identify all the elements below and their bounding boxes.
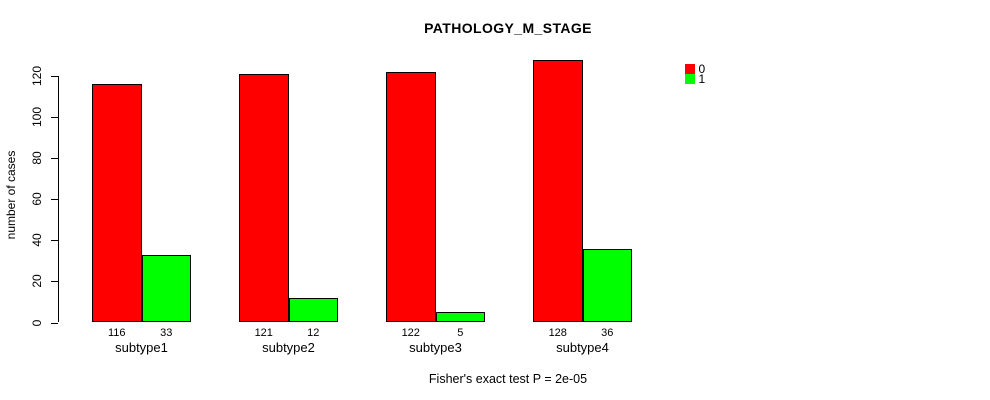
legend-swatch-1 [685,74,695,84]
y-tick-mark [51,199,58,201]
bar-0-subtype4 [533,59,583,323]
bar-0-subtype3 [386,71,436,323]
chart-title: PATHOLOGY_M_STAGE [424,20,592,36]
bar-1-subtype4 [582,248,632,323]
fisher-test-annotation: Fisher's exact test P = 2e-05 [428,372,588,386]
y-tick-label: 20 [30,274,44,289]
bar-count-label: 128 [548,327,567,339]
y-tick-label: 60 [30,192,44,206]
y-tick-mark [51,117,58,119]
x-category-label: subtype2 [262,340,315,355]
bar-0-subtype1 [92,84,142,323]
x-category-label: subtype3 [409,340,462,355]
y-tick-label: 120 [30,66,44,87]
bar-1-subtype1 [141,254,191,323]
bar-count-label: 116 [107,327,126,339]
legend-label-1: 1 [698,72,706,86]
bar-count-label: 33 [160,327,173,339]
x-category-label: subtype4 [556,340,609,355]
y-tick-mark [51,240,58,242]
y-tick-mark [51,158,58,160]
legend-item-1: 1 [685,72,706,86]
legend-swatch-0 [685,64,695,74]
legend-label-0: 0 [698,62,706,76]
bar-count-label: 36 [601,327,614,339]
x-category-label: subtype1 [115,340,168,355]
y-tick-mark [51,281,58,283]
y-tick-mark [51,322,58,324]
y-axis-label: number of cases [4,150,18,240]
bar-0-subtype2 [239,73,289,323]
legend-item-0: 0 [685,62,706,76]
bar-count-label: 5 [457,327,464,339]
y-tick-mark [51,76,58,78]
y-axis-line [58,76,59,323]
bar-count-label: 121 [254,327,273,339]
y-tick-label: 0 [30,319,44,326]
bar-1-subtype3 [435,312,485,323]
bar-count-label: 122 [401,327,420,339]
bar-count-label: 12 [307,327,320,339]
bar-1-subtype2 [288,297,338,323]
y-tick-label: 40 [30,233,44,248]
y-tick-label: 80 [30,151,44,165]
y-tick-label: 100 [30,107,44,128]
